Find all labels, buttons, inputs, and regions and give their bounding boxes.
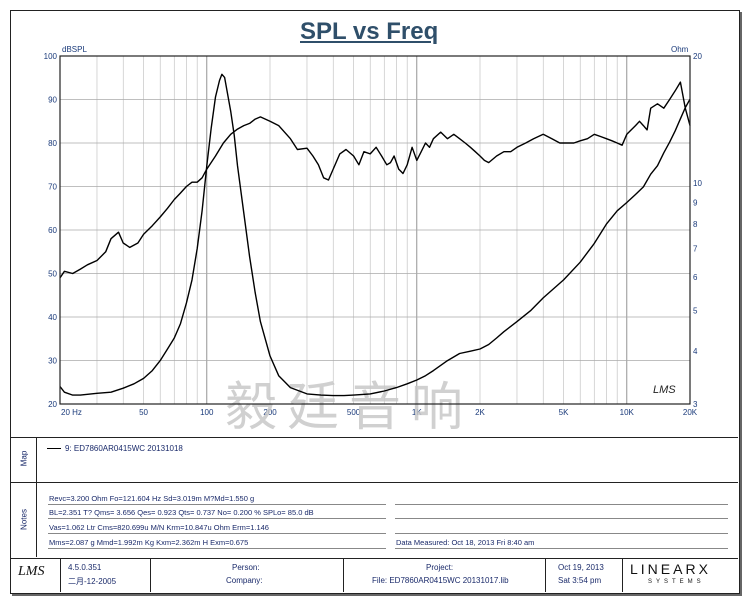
- footer-lms-logo: LMS: [18, 564, 45, 579]
- y2-tick-label: 20: [693, 52, 702, 61]
- y-tick-label: 30: [48, 357, 57, 366]
- company-label: Company:: [226, 576, 263, 585]
- y2-tick-label: 4: [693, 347, 698, 356]
- notes-line-1: Revc=3.200 Ohm Fo=121.604 Hz Sd=3.019m M…: [49, 494, 255, 503]
- x-tick-label: 50: [139, 408, 148, 417]
- y2-axis-label: Ohm: [671, 45, 689, 54]
- project-file: File: ED7860AR0415WC 20131017.lib: [372, 576, 509, 585]
- notes-line-4: Mms=2.087 g Mmd=1.992m Kg Kxm=2.362m H E…: [49, 538, 249, 547]
- y-tick-label: 50: [48, 270, 57, 279]
- y2-tick-label: 8: [693, 220, 698, 229]
- y-tick-label: 70: [48, 183, 57, 192]
- impedance-curve: [59, 73, 691, 397]
- linearx-logo: LINEARX: [630, 561, 711, 577]
- map-legend-entry: 9: ED7860AR0415WC 20131018: [65, 444, 183, 453]
- footer-date: Oct 19, 2013: [558, 563, 604, 572]
- x-tick-label: 500: [347, 408, 361, 417]
- chart-title: SPL vs Freq: [300, 18, 439, 45]
- y-tick-label: 20: [48, 400, 57, 409]
- x-tick-label: 20 Hz: [61, 408, 82, 417]
- notes-line-2: BL=2.351 T? Qms= 3.656 Qes= 0.923 Qts= 0…: [49, 508, 314, 517]
- y-axis-label: dBSPL: [62, 45, 87, 54]
- x-tick-label: 200: [263, 408, 277, 417]
- tab-map[interactable]: Map: [19, 450, 29, 467]
- grid: [59, 55, 691, 405]
- y2-tick-label: 10: [693, 179, 702, 188]
- y-tick-label: 40: [48, 313, 57, 322]
- y-tick-label: 100: [44, 52, 58, 61]
- y2-tick-label: 9: [693, 198, 698, 207]
- notes-line-3: Vas=1.062 Ltr Cms=820.699u M/N Krm=10.84…: [49, 523, 269, 532]
- tick-labels: 20 Hz 50 100 200 500 1K 2K 5K 10K 20K 20 30 40 50 60 70…: [44, 52, 703, 417]
- tab-notes[interactable]: Notes: [19, 509, 29, 530]
- x-tick-label: 2K: [475, 408, 485, 417]
- project-label: Project:: [426, 563, 454, 572]
- y2-tick-label: 6: [693, 273, 698, 282]
- version-date: 二月-12-2005: [68, 577, 117, 586]
- plot-lms-logo: LMS: [653, 384, 676, 396]
- y2-tick-label: 3: [693, 400, 698, 409]
- y2-tick-label: 7: [693, 245, 698, 254]
- plot-border: [59, 55, 691, 405]
- spl-curve: [59, 81, 691, 279]
- x-tick-label: 5K: [559, 408, 569, 417]
- y2-tick-label: 5: [693, 306, 698, 315]
- data-measured: Data Measured: Oct 18, 2013 Fri 8:40 am: [396, 538, 535, 547]
- x-tick-label: 1K: [412, 408, 422, 417]
- x-tick-label: 20K: [683, 408, 698, 417]
- x-tick-label: 100: [200, 408, 214, 417]
- y-tick-label: 60: [48, 226, 57, 235]
- y-tick-label: 90: [48, 96, 57, 105]
- person-label: Person:: [232, 563, 260, 572]
- version: 4.5.0.351: [68, 563, 102, 572]
- x-tick-label: 10K: [620, 408, 635, 417]
- series-layer: [59, 73, 691, 397]
- y-tick-label: 80: [48, 139, 57, 148]
- footer-time: Sat 3:54 pm: [558, 576, 602, 585]
- linearx-sub: SYSTEMS: [648, 579, 705, 585]
- watermark: 毅廷音响: [225, 379, 473, 437]
